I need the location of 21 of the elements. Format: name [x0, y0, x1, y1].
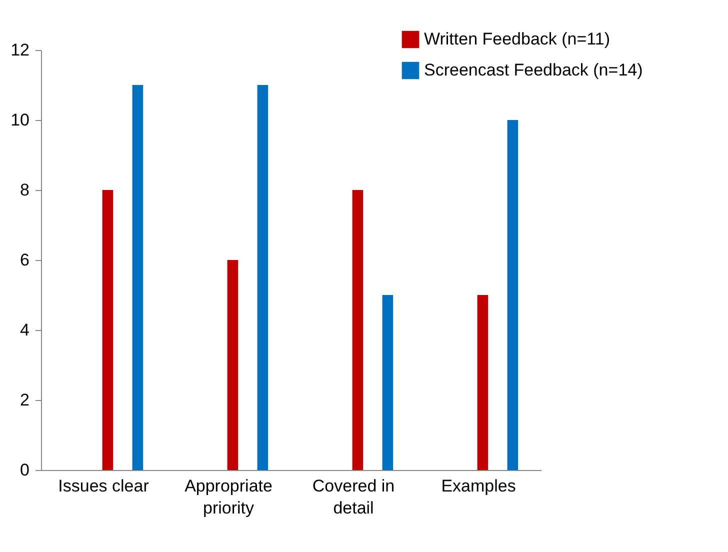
bar — [227, 260, 238, 470]
y-tick-label: 2 — [20, 390, 30, 410]
y-tick-label: 4 — [20, 320, 30, 340]
bar — [477, 295, 488, 470]
x-tick-label: Issues clear — [58, 476, 150, 496]
bar — [132, 85, 144, 470]
bar — [102, 190, 114, 470]
bar — [507, 120, 518, 470]
x-tick-label: Covered in detail — [312, 476, 395, 518]
y-tick-label: 8 — [20, 180, 30, 200]
y-tick-label: 0 — [20, 460, 30, 480]
bar — [352, 190, 364, 470]
y-tick-label: 10 — [10, 110, 30, 130]
y-tick-label: 12 — [10, 40, 30, 60]
bar — [257, 85, 268, 470]
x-tick-label: Appropriate priority — [184, 476, 272, 518]
x-tick-label: Examples — [441, 476, 516, 496]
y-tick-label: 6 — [20, 250, 30, 270]
bar — [382, 295, 394, 470]
legend-label: Screencast Feedback (n=14) — [424, 60, 643, 80]
legend-label: Written Feedback (n=11) — [424, 30, 610, 48]
